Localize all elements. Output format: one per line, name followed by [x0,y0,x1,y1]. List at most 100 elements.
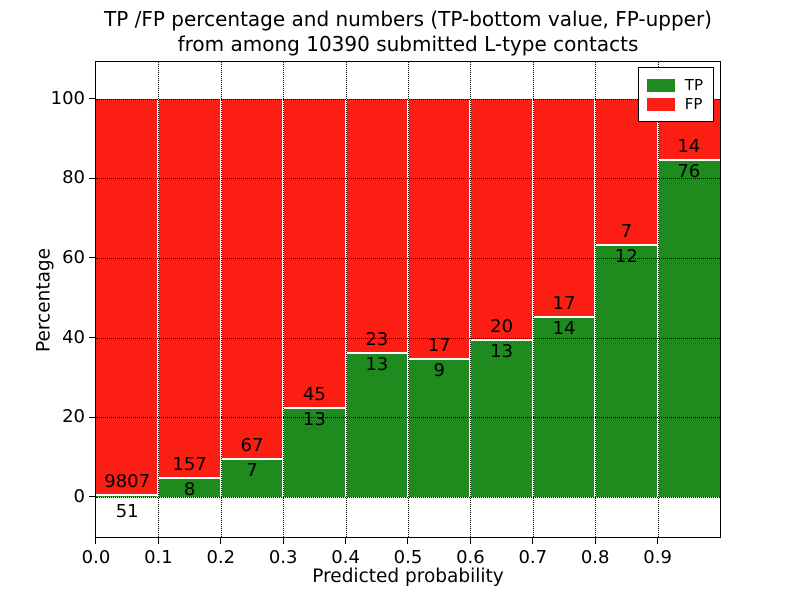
gridline-horizontal [96,337,720,339]
y-tick-label: 80 [62,167,85,189]
bar-segment-fp [283,98,346,408]
fp-count-label: 9807 [104,470,151,492]
bar-segment-fp [96,98,159,495]
x-tick-label: 0.2 [206,547,236,568]
x-tick [282,538,284,544]
x-tick-label: 0.1 [144,547,173,568]
x-tick [95,538,97,544]
x-tick [594,538,596,544]
y-tick [89,97,95,99]
bar-segment-tp [158,477,221,497]
x-tick [532,538,534,544]
fp-count-label: 67 [240,435,264,457]
x-tick [469,538,471,544]
tp-count-label: 7 [246,460,258,482]
bar-segment-fp [158,98,221,478]
bar-edge-separator [408,358,471,361]
x-tick [220,538,222,544]
y-tick-label: 20 [62,406,85,428]
x-tick-label: 0.0 [81,547,111,568]
x-tick [157,538,159,544]
bar-segment-tp [408,359,471,497]
tp-count-label: 13 [490,341,514,362]
bar-segment-fp [408,98,471,360]
gridline-vertical [220,62,222,537]
bar-segment-fp [595,98,658,246]
fp-count-label: 17 [552,293,576,315]
bar-edge-separator [96,493,159,496]
tp-count-label: 8 [183,478,196,500]
fp-count-label: 20 [490,316,514,337]
bar-edge-separator [220,458,284,461]
bar-edge-separator [158,476,221,479]
x-tick-label: 0.3 [268,547,298,568]
bar-edge-separator [657,159,720,162]
bar-segment-tp [345,353,408,497]
tp-count-label: 12 [614,246,638,268]
x-tick-label: 0.5 [393,547,423,568]
legend-row: FP [646,95,703,113]
y-tick-label: 60 [62,246,85,268]
tp-count-label: 51 [115,501,139,522]
fp-count-label: 45 [302,383,326,405]
x-tick [344,538,346,544]
x-tick-label: 0.6 [456,547,485,568]
bar-segment-tp [96,494,159,497]
bar-segment-tp [595,245,658,497]
fp-count-label: 14 [677,136,701,158]
chart-title: TP /FP percentage and numbers (TP-bottom… [96,7,720,57]
legend-label-tp: TP [684,76,703,94]
x-axis-label: Predicted probability [312,566,504,587]
x-tick-label: 0.8 [580,547,610,568]
gridline-vertical [595,62,597,537]
gridline-vertical [532,62,534,537]
y-tick [89,416,95,418]
legend-label-fp: FP [684,95,703,113]
gridline-vertical [470,62,472,537]
y-tick [89,496,95,498]
gridline-horizontal [96,417,720,419]
tp-count-label: 76 [677,161,701,183]
bar-segment-fp [470,98,533,340]
tp-count-label: 13 [302,408,326,430]
legend-swatch-tp [646,78,675,92]
y-tick [89,177,95,179]
y-tick-label: 0 [73,486,85,507]
legend-row: TP [646,76,703,94]
gridline-vertical [158,62,160,537]
bar-segment-tp [532,317,596,497]
bar-segment-tp [220,459,284,497]
bar-edge-separator [345,352,408,355]
fp-count-label: 157 [172,453,207,475]
bar-segment-tp [470,340,533,497]
gridline-horizontal [96,497,720,498]
gridline-horizontal [96,257,720,259]
bar-segment-fp [345,98,408,354]
plot-area: TP FP 9807 51 157 8 67 7 45 13 23 13 17 9 20 13 17 14 7 12… [51,61,721,568]
x-tick [407,538,409,544]
bar-segment-tp [283,407,346,497]
fp-count-label: 17 [427,335,451,357]
bar-edge-separator [532,316,596,319]
bar-edge-separator [283,406,346,409]
x-tick-label: 0.7 [518,547,548,568]
chart-title-line2: from among 10390 submitted L-type contac… [177,32,639,56]
y-tick [89,336,95,338]
gridline-horizontal [96,98,720,100]
fp-count-label: 23 [365,329,389,351]
x-tick-label: 0.9 [643,547,672,568]
y-tick-label: 40 [62,326,85,348]
tp-count-label: 13 [365,354,389,376]
bar-segment-fp [532,98,596,318]
bar-segment-fp [220,98,284,460]
gridline-vertical [657,62,659,537]
bar-segment-tp [657,160,720,497]
gridline-horizontal [96,178,720,180]
tp-count-label: 9 [433,360,445,382]
tp-count-label: 14 [552,318,576,340]
legend-swatch-fp [646,97,675,111]
bar-edge-separator [470,339,533,341]
x-tick-label: 0.4 [331,547,360,568]
gridline-vertical [345,62,347,537]
